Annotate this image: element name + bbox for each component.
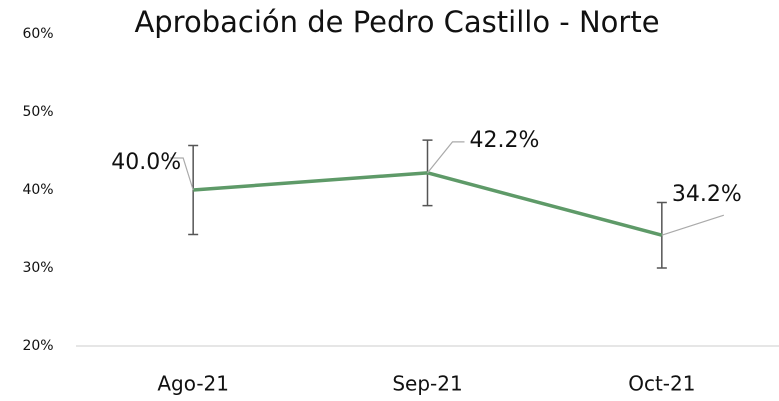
x-tick-label: Oct-21 [628, 372, 695, 396]
y-tick-label: 20% [22, 338, 53, 354]
leader-line [427, 141, 465, 174]
leader-line [661, 214, 725, 236]
leader-line [170, 157, 194, 191]
y-tick-label: 50% [22, 104, 53, 120]
y-tick-label: 30% [22, 260, 53, 276]
chart-title: Aprobación de Pedro Castillo - Norte [134, 5, 659, 39]
y-tick-label: 60% [22, 26, 53, 42]
x-tick-label: Ago-21 [157, 372, 229, 396]
data-label: 34.2% [672, 182, 742, 207]
x-tick-label: Sep-21 [392, 372, 462, 396]
data-label: 40.0% [111, 150, 181, 175]
y-tick-label: 40% [22, 182, 53, 198]
data-label: 42.2% [470, 128, 540, 153]
